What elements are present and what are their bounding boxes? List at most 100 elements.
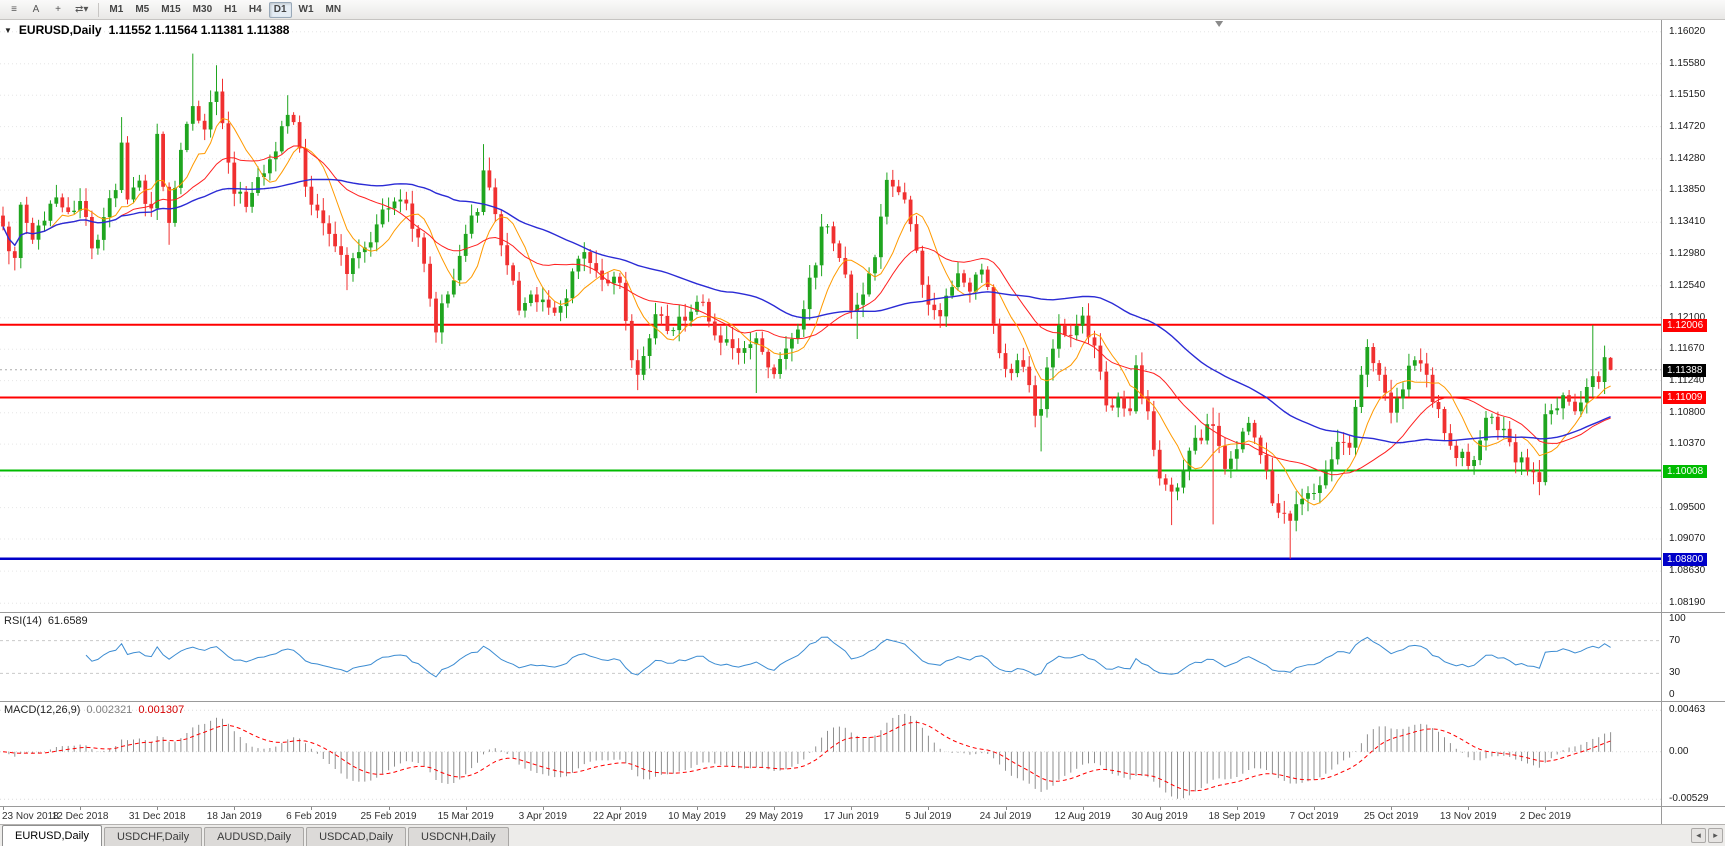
date-label: 12 Dec 2018 — [51, 811, 109, 822]
tab-scroll-right-button[interactable]: ▸ — [1708, 828, 1723, 843]
templates-icon[interactable]: ≡ — [11, 4, 17, 15]
timeframe-m5-button[interactable]: M5 — [135, 4, 150, 15]
time-tick — [388, 807, 390, 810]
axis-tick-label: 1.11240 — [1669, 374, 1705, 386]
level-price-flag: 1.08800 — [1663, 552, 1708, 566]
time-tick — [1005, 807, 1007, 810]
macd-plot[interactable]: MACD(12,26,9) 0.002321 0.001307 — [0, 702, 1661, 806]
time-tick — [928, 807, 930, 810]
time-tick — [1391, 807, 1393, 810]
axis-tick-label: 1.09500 — [1669, 501, 1706, 513]
date-label: 18 Jan 2019 — [206, 811, 262, 822]
timeframe-h1-button[interactable]: H1 — [224, 4, 237, 15]
level-price-flag: 1.12006 — [1663, 318, 1708, 332]
axis-tick-label: 1.11670 — [1669, 343, 1705, 355]
date-label: 6 Feb 2019 — [286, 811, 337, 822]
chart-title: ▼ EURUSD,Daily 1.11552 1.11564 1.11381 1… — [4, 23, 289, 37]
time-tick — [1314, 807, 1315, 810]
time-tick — [80, 807, 82, 810]
rsi-plot[interactable]: RSI(14) 61.6589 — [0, 613, 1661, 701]
timeframe-button-group: M1 M5 M15 M30 H1 H4 D1 W1 MN — [103, 1, 347, 18]
axis-tick-label: 1.10370 — [1669, 438, 1706, 450]
chart-title-ohlc: 1.11552 1.11564 1.11381 1.11388 — [108, 23, 290, 37]
timeframe-w1-button[interactable]: W1 — [298, 4, 314, 15]
crosshair-icon[interactable]: + — [55, 4, 61, 15]
macd-main-value: 0.002321 — [86, 704, 133, 716]
rsi-tick-label: 100 — [1669, 613, 1686, 624]
rsi-label: RSI(14) 61.6589 — [4, 615, 88, 627]
level-price-flag: 1.11009 — [1663, 391, 1707, 405]
axis-tick-label: 1.13850 — [1669, 184, 1706, 196]
cycle-symbols-icon[interactable]: ⇄▾ — [75, 4, 89, 15]
timeframe-h4-button[interactable]: H4 — [248, 4, 262, 15]
time-tick — [774, 807, 776, 810]
annotation-icon[interactable]: A — [32, 4, 40, 15]
date-label: 31 Dec 2018 — [128, 811, 186, 822]
macd-panel: MACD(12,26,9) 0.002321 0.001307 0.00463 0… — [0, 701, 1725, 806]
axis-tick-label: 1.14280 — [1669, 152, 1706, 164]
time-tick — [1236, 807, 1238, 810]
price-chart-plot[interactable]: ▼ EURUSD,Daily 1.11552 1.11564 1.11381 1… — [0, 20, 1661, 612]
time-tick — [3, 807, 4, 810]
symbol-tabs: EURUSD,Daily USDCHF,Daily AUDUSD,Daily USDC… — [2, 825, 511, 846]
current-price-flag: 1.11388 — [1663, 363, 1707, 377]
date-label: 17 Jun 2019 — [823, 811, 879, 822]
date-label: 30 Aug 2019 — [1131, 811, 1188, 822]
time-tick — [1159, 807, 1161, 810]
time-tick — [234, 807, 236, 810]
time-tick — [851, 807, 853, 810]
rsi-name: RSI(14) — [4, 615, 42, 627]
rsi-line-chart — [0, 636, 1661, 678]
axis-tick-label: 1.15580 — [1669, 57, 1706, 69]
time-axis-labels: 23 Nov 2018 12 Dec 2018 31 Dec 2018 18 Jan … — [0, 807, 1661, 824]
date-label: 2 Dec 2019 — [1519, 811, 1571, 822]
time-tick — [157, 807, 159, 810]
axis-tick-label: 1.09070 — [1669, 533, 1706, 544]
macd-label: MACD(12,26,9) 0.002321 0.001307 — [4, 704, 184, 716]
timeframe-mn-button[interactable]: MN — [325, 4, 342, 15]
date-label: 18 Sep 2019 — [1208, 811, 1266, 822]
toolbar-separator — [98, 2, 100, 17]
time-axis[interactable]: 23 Nov 2018 12 Dec 2018 31 Dec 2018 18 Jan … — [0, 806, 1725, 824]
symbol-tab-usdcad[interactable]: USDCAD,Daily — [306, 827, 407, 846]
macd-tick-label: -0.00529 — [1669, 793, 1709, 805]
toolbar-icon-group: ≡ A + ⇄▾ — [3, 2, 94, 18]
symbol-tab-eurusd[interactable]: EURUSD,Daily — [2, 825, 102, 846]
tab-scroll-left-button[interactable]: ◂ — [1691, 828, 1706, 843]
date-label: 5 Jul 2019 — [905, 811, 952, 822]
rsi-tick-label: 0 — [1669, 689, 1675, 700]
time-tick — [1545, 807, 1547, 810]
symbol-tab-audusd[interactable]: AUDUSD,Daily — [204, 827, 305, 846]
macd-axis[interactable]: 0.00463 0.00 -0.00529 — [1661, 702, 1725, 806]
macd-tick-label: 0.00463 — [1669, 704, 1706, 716]
macd-name: MACD(12,26,9) — [4, 704, 81, 716]
symbol-tab-bar: EURUSD,Daily USDCHF,Daily AUDUSD,Daily USDC… — [0, 824, 1725, 846]
chart-shift-marker — [1215, 21, 1224, 27]
time-tick — [311, 807, 313, 810]
rsi-tick-label: 30 — [1669, 667, 1681, 679]
price-axis[interactable]: 1.16020 1.15580 1.15150 1.14720 1.14280 1.138… — [1661, 20, 1725, 612]
date-label: 22 Apr 2019 — [592, 811, 647, 822]
axis-tick-label: 1.10800 — [1669, 406, 1706, 418]
axis-tick-label: 1.13410 — [1669, 216, 1706, 228]
timeframe-m15-button[interactable]: M15 — [161, 4, 181, 15]
rsi-axis[interactable]: 100 70 30 0 — [1661, 613, 1725, 701]
time-tick — [542, 807, 544, 810]
date-label: 10 May 2019 — [668, 811, 726, 822]
timeframe-d1-button[interactable]: D1 — [268, 1, 292, 18]
level-price-flag: 1.10008 — [1663, 464, 1708, 478]
date-label: 29 May 2019 — [745, 811, 804, 822]
time-tick — [697, 807, 698, 810]
date-label: 24 Jul 2019 — [979, 811, 1032, 822]
chart-title-symbol: EURUSD,Daily — [18, 23, 102, 37]
axis-tick-label: 1.12540 — [1669, 279, 1706, 291]
symbol-tab-usdchf[interactable]: USDCHF,Daily — [103, 827, 203, 846]
timeframe-m30-button[interactable]: M30 — [192, 4, 213, 15]
rsi-value: 61.6589 — [47, 615, 88, 627]
axis-tick-label: 1.12980 — [1669, 247, 1706, 259]
symbol-tab-usdcnh[interactable]: USDCNH,Daily — [408, 827, 509, 846]
timeframe-m1-button[interactable]: M1 — [109, 4, 124, 15]
candlestick-chart — [0, 21, 1661, 604]
one-click-trading-icon[interactable]: ▼ — [4, 25, 12, 35]
